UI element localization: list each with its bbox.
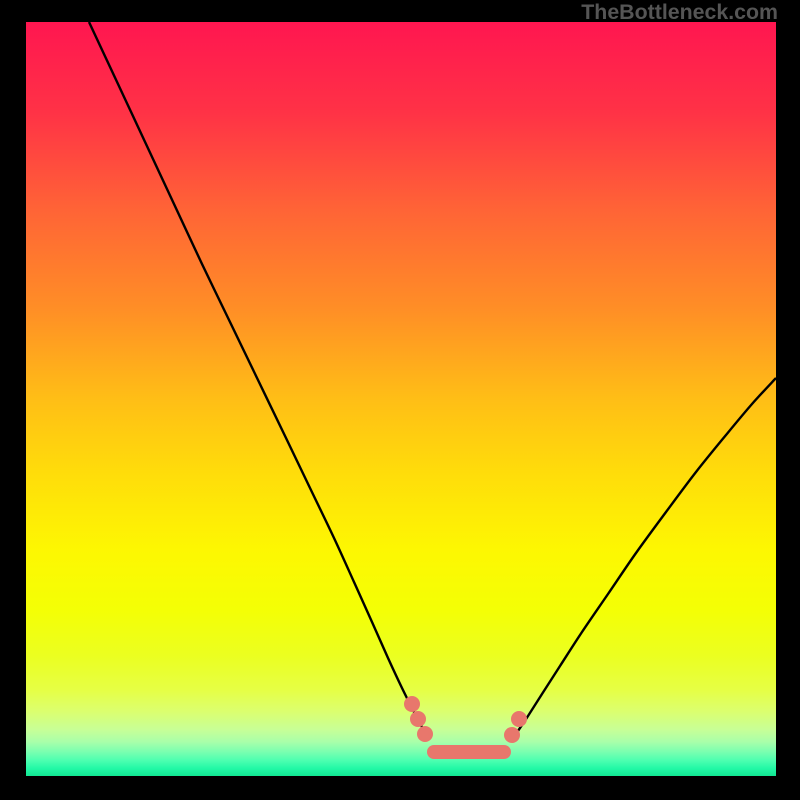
watermark-text: TheBottleneck.com	[581, 0, 778, 25]
bottom-dot-2	[417, 726, 433, 742]
bottom-dot-1	[410, 711, 426, 727]
left-curve	[89, 22, 423, 729]
bottom-dot-0	[404, 696, 420, 712]
bottom-dot-4	[511, 711, 527, 727]
plot-area	[26, 22, 776, 776]
chart-root: TheBottleneck.com	[0, 0, 800, 800]
bottom-dot-3	[504, 727, 520, 743]
right-curve	[518, 378, 776, 731]
curve-layer	[26, 22, 776, 776]
